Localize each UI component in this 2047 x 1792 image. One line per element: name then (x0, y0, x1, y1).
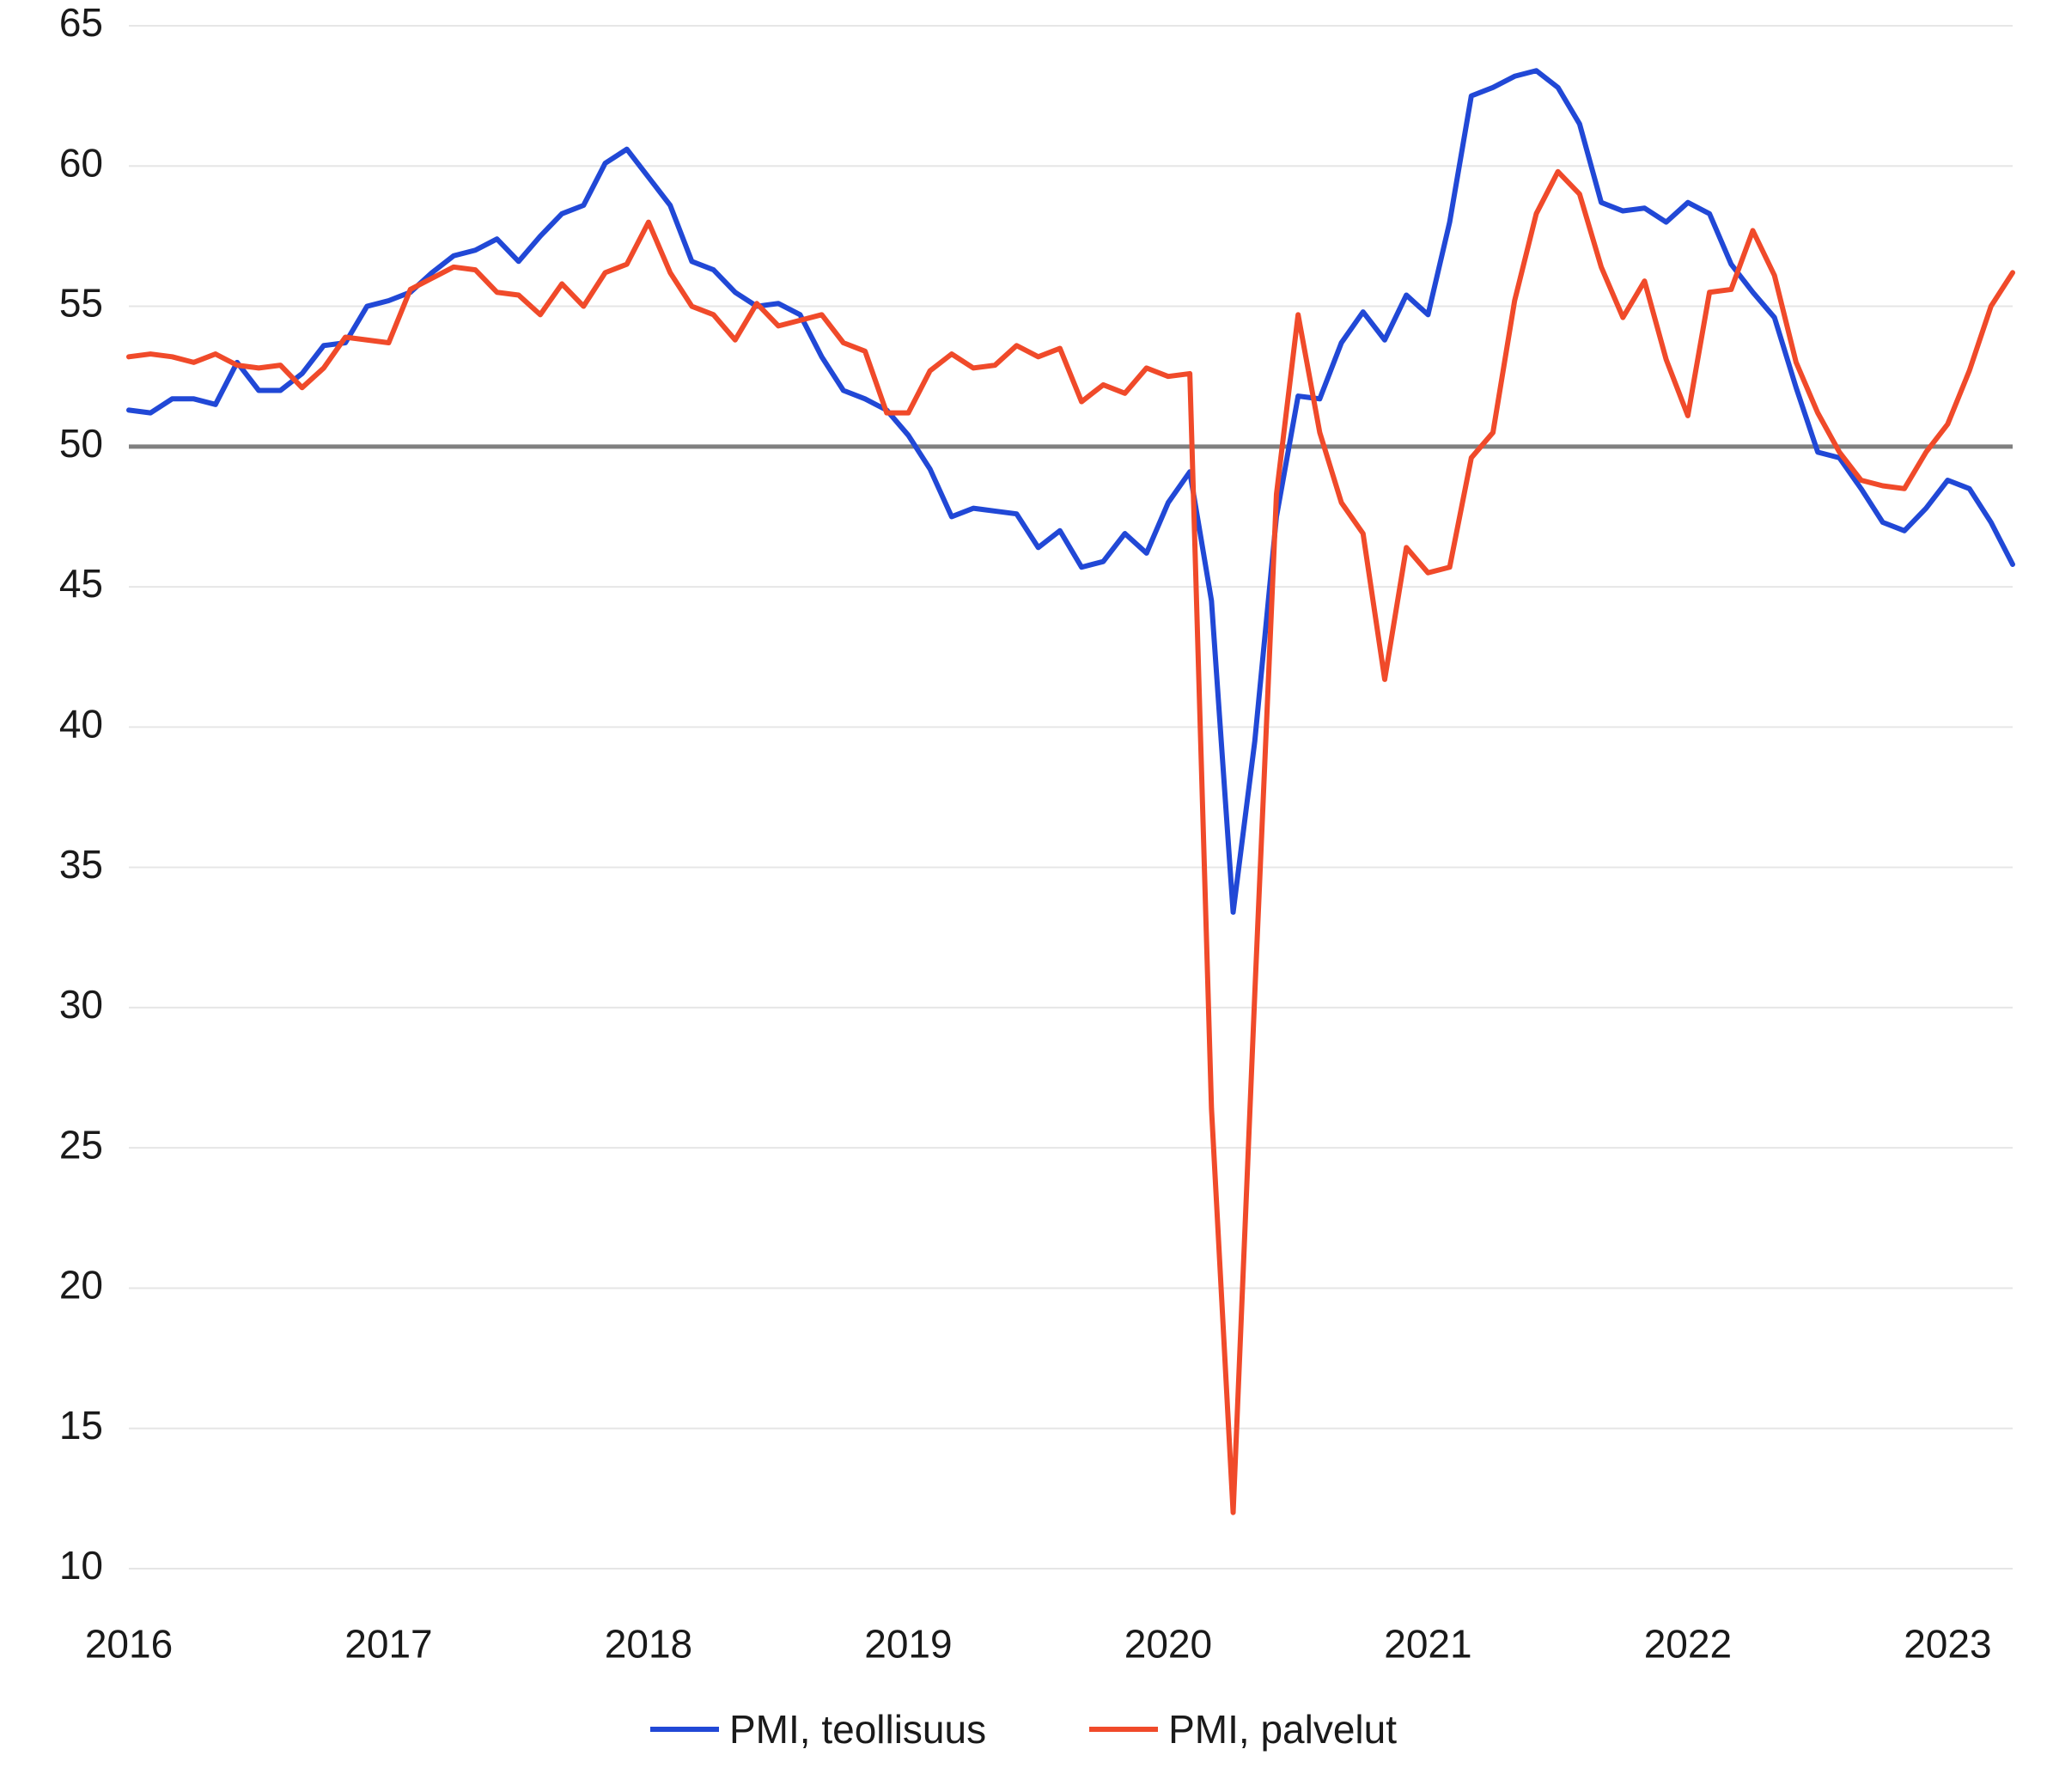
x-tick-label: 2023 (1904, 1622, 1991, 1667)
y-tick-label: 15 (59, 1403, 103, 1448)
x-tick-label: 2017 (344, 1622, 432, 1667)
legend-item: PMI, palvelut (1089, 1706, 1397, 1752)
legend-label: PMI, teollisuus (729, 1706, 986, 1752)
y-tick-label: 30 (59, 982, 103, 1027)
x-tick-label: 2020 (1124, 1622, 1212, 1667)
legend-swatch (1089, 1727, 1158, 1732)
chart-svg: 10 15 20 25 30 35 40 45 50 55 60 65 2016 2017 2018 2019… (0, 0, 2047, 1792)
x-tick-label: 2022 (1644, 1622, 1732, 1667)
x-tick-label: 2019 (864, 1622, 952, 1667)
y-tick-label: 40 (59, 702, 103, 747)
legend-swatch (650, 1727, 719, 1732)
y-tick-label: 45 (59, 561, 103, 606)
y-tick-label: 55 (59, 281, 103, 326)
chart-legend: PMI, teollisuus PMI, palvelut (0, 1706, 2047, 1752)
x-tick-label: 2016 (85, 1622, 173, 1667)
x-tick-label: 2018 (605, 1622, 692, 1667)
x-tick-label: 2021 (1384, 1622, 1471, 1667)
y-tick-label: 60 (59, 140, 103, 185)
y-tick-label: 65 (59, 0, 103, 45)
y-tick-label: 35 (59, 842, 103, 887)
y-tick-label: 50 (59, 421, 103, 466)
y-tick-label: 10 (59, 1543, 103, 1588)
legend-label: PMI, palvelut (1168, 1706, 1397, 1752)
pmi-line-chart: 10 15 20 25 30 35 40 45 50 55 60 65 2016 2017 2018 2019… (0, 0, 2047, 1792)
y-tick-label: 25 (59, 1122, 103, 1167)
y-tick-label: 20 (59, 1263, 103, 1307)
legend-item: PMI, teollisuus (650, 1706, 986, 1752)
